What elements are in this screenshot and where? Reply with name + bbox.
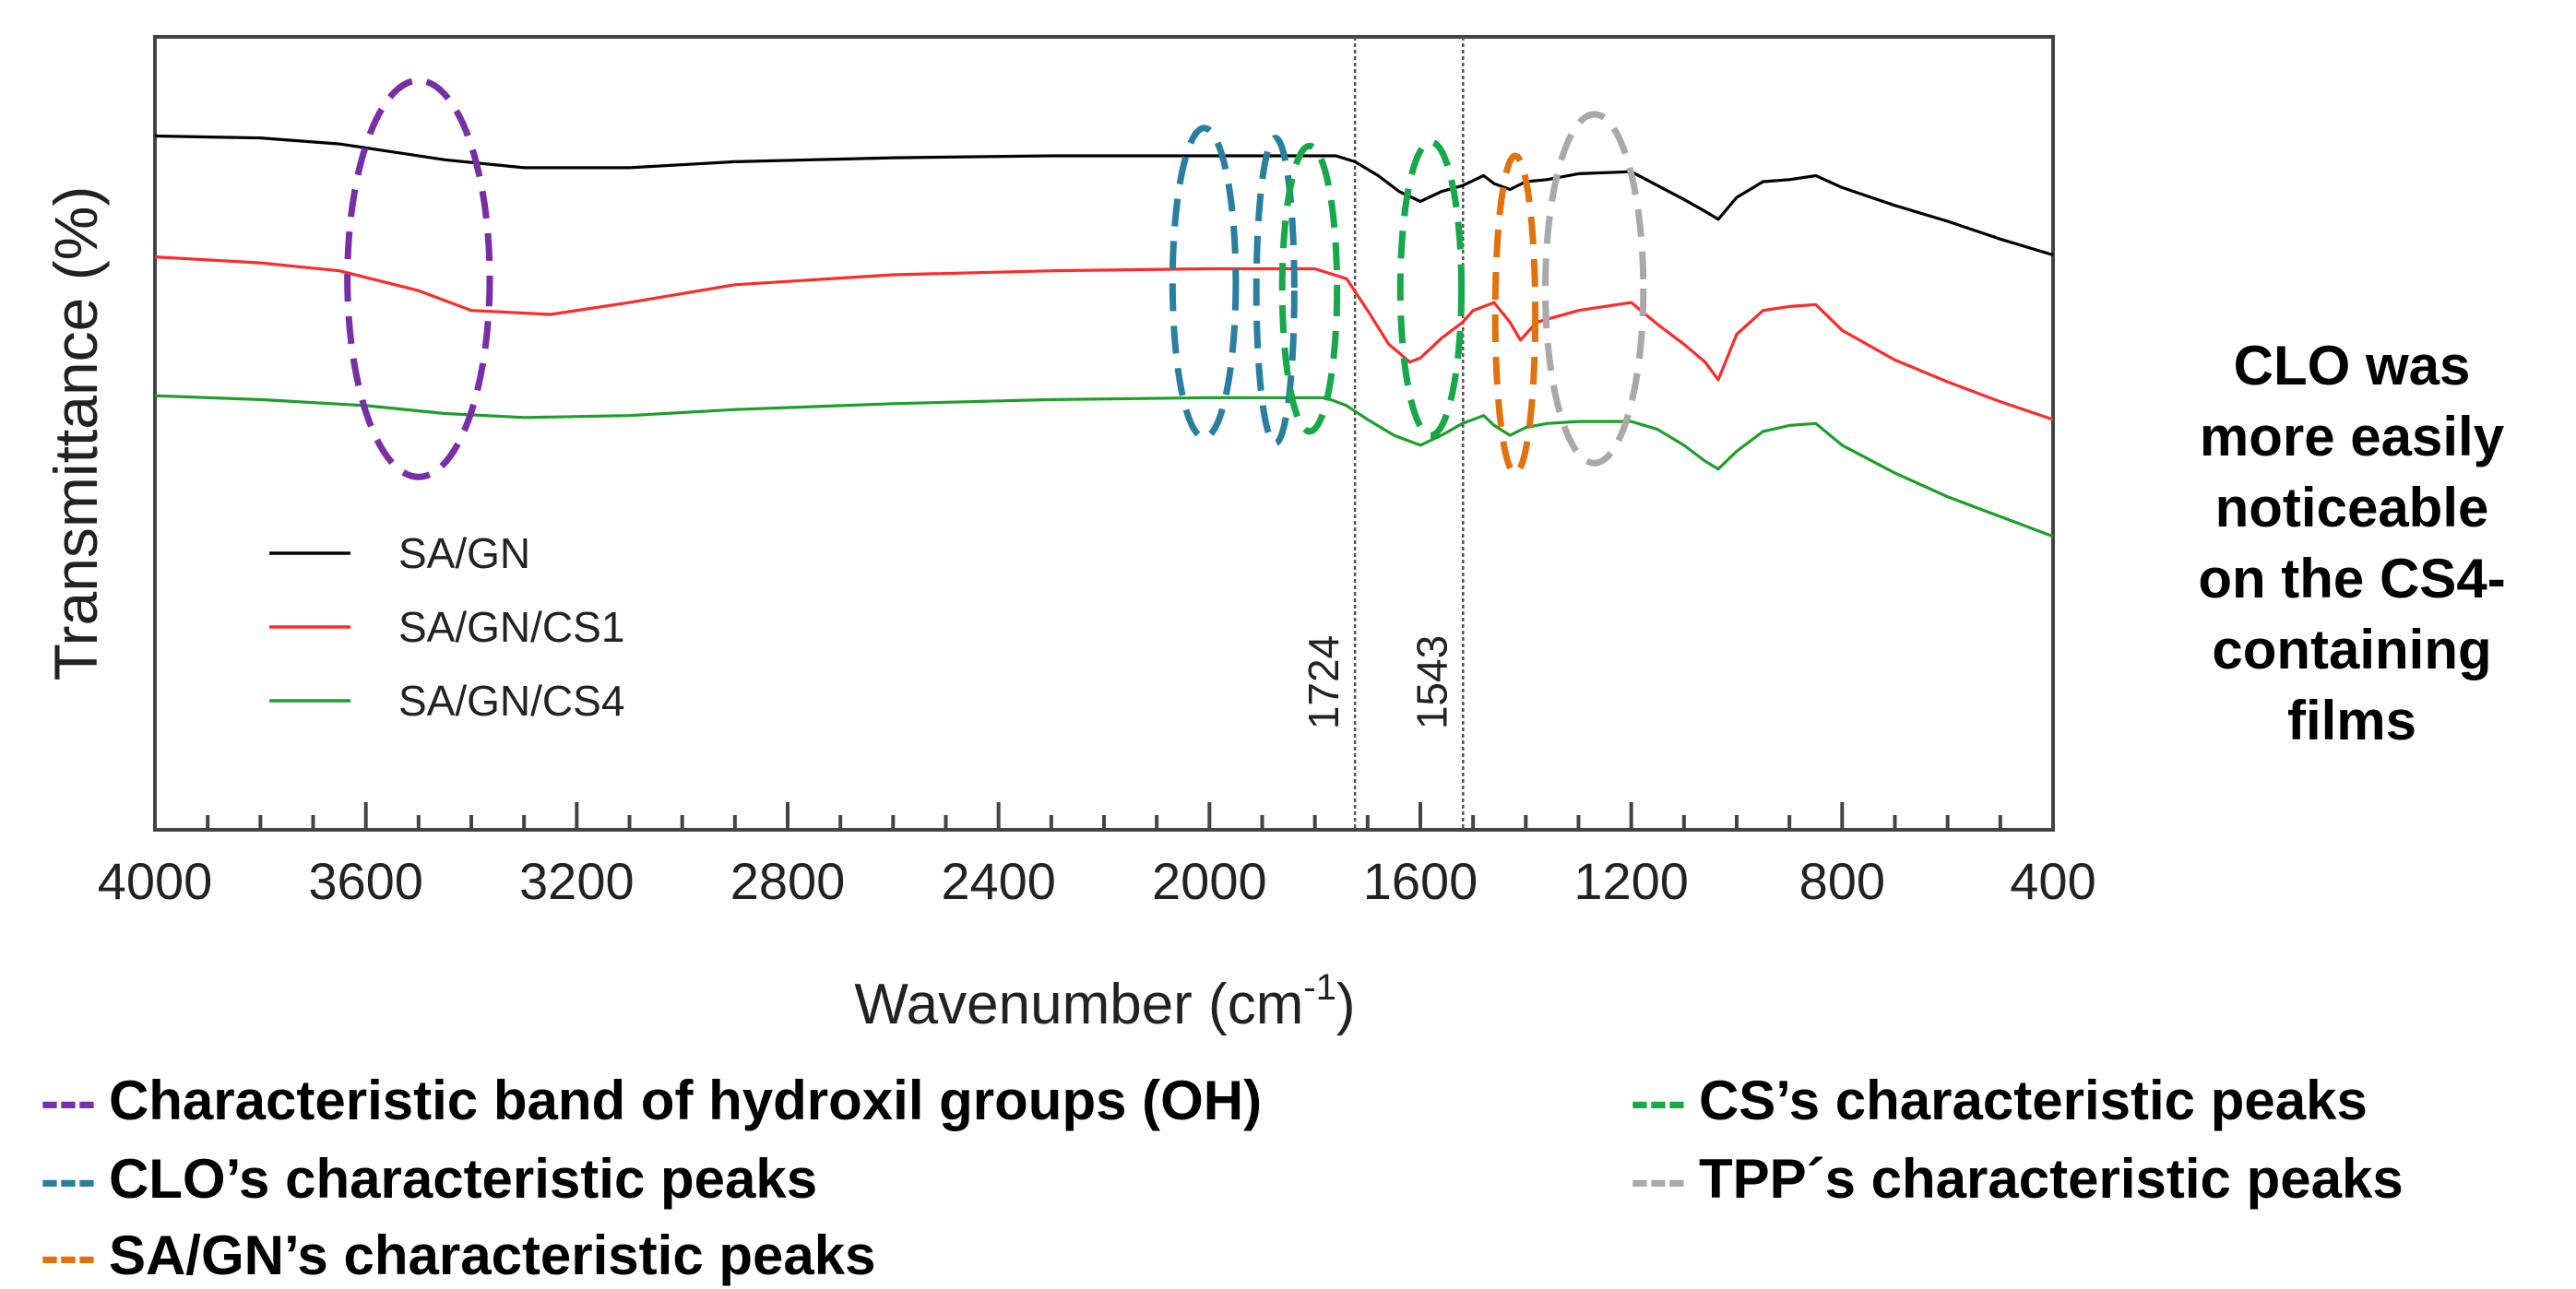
side-note-line: CLO was — [2233, 335, 2471, 396]
side-note-line: films — [2286, 690, 2417, 751]
key-item-oh: --- Characteristic band of hydroxil group… — [41, 1068, 1262, 1134]
series-line — [154, 134, 2054, 257]
key-dash-oh: --- — [41, 1070, 96, 1131]
reference-lines: 1724 1543 — [1300, 37, 1465, 830]
key-dash-cs: --- — [1631, 1070, 1686, 1131]
legend: SA/GN SA/GN/CS1 SA/GN/CS4 — [269, 529, 624, 725]
annotation-ellipse-tpp — [1541, 111, 1647, 467]
x-axis-label-main: Wavenumber (cm — [854, 973, 1303, 1036]
x-tick-label: 2400 — [941, 852, 1056, 910]
y-axis-label: Transmittance (%) — [42, 186, 110, 681]
x-tick-label: 2800 — [730, 852, 846, 910]
side-note: CLO was more easily noticeable on the CS… — [2149, 330, 2555, 756]
x-tick-label: 2000 — [1152, 852, 1267, 910]
key-item-sagn: --- SA/GN’s characteristic peaks — [41, 1223, 876, 1289]
side-note-line: on the CS4- — [2198, 548, 2506, 609]
x-axis: 4000 3600 3200 2800 2400 2000 1600 1200 800 400 — [98, 802, 2096, 910]
key-label-clo: CLO’s characteristic peaks — [108, 1148, 818, 1210]
x-tick-label: 1200 — [1573, 852, 1689, 910]
side-note-line: containing — [2212, 619, 2492, 680]
key-label-oh: Characteristic band of hydroxil groups (… — [108, 1070, 1263, 1131]
key-dash-tpp: --- — [1631, 1148, 1686, 1210]
x-tick-label: 800 — [1799, 852, 1885, 910]
annotation-ellipse-cs — [1278, 142, 1341, 435]
reference-line-label: 1724 — [1300, 635, 1347, 729]
x-tick-label: 3600 — [308, 852, 423, 910]
annotation-ellipse-cs — [1396, 138, 1466, 439]
series-line — [154, 394, 2054, 538]
key-item-tpp: --- TPP´s characteristic peaks — [1631, 1146, 2404, 1212]
x-tick-label: 1600 — [1363, 852, 1478, 910]
key-dash-clo: --- — [41, 1148, 96, 1210]
annotation-ellipse-sagn — [1491, 152, 1539, 477]
annotation-ellipse-oh — [344, 77, 493, 480]
x-tick-label: 400 — [2010, 852, 2095, 910]
annotation-ellipse-clo — [1169, 124, 1240, 441]
annotation-layer — [344, 77, 1647, 480]
key-item-clo: --- CLO’s characteristic peaks — [41, 1146, 817, 1212]
key-label-tpp: TPP´s characteristic peaks — [1698, 1148, 2404, 1210]
side-note-line: noticeable — [2214, 477, 2489, 538]
x-axis-label-close: ) — [1336, 973, 1356, 1036]
key-item-cs: --- CS’s characteristic peaks — [1631, 1068, 2368, 1134]
legend-label: SA/GN/CS4 — [398, 677, 624, 725]
x-tick-label: 3200 — [519, 852, 635, 910]
series-layer — [154, 134, 2054, 538]
key-dash-sagn: --- — [41, 1224, 96, 1286]
series-line — [154, 255, 2054, 421]
legend-label: SA/GN — [398, 529, 530, 577]
side-note-line: more easily — [2199, 406, 2505, 467]
x-axis-label: Wavenumber (cm-1) — [854, 967, 1355, 1036]
x-tick-label: 4000 — [98, 852, 213, 910]
x-axis-label-sup: -1 — [1303, 967, 1336, 1008]
annotation-ellipse-clo — [1252, 135, 1298, 447]
key-label-sagn: SA/GN’s characteristic peaks — [108, 1224, 876, 1286]
key-label-cs: CS’s characteristic peaks — [1698, 1070, 2368, 1131]
reference-line-label: 1543 — [1407, 635, 1455, 729]
legend-label: SA/GN/CS1 — [398, 603, 624, 651]
